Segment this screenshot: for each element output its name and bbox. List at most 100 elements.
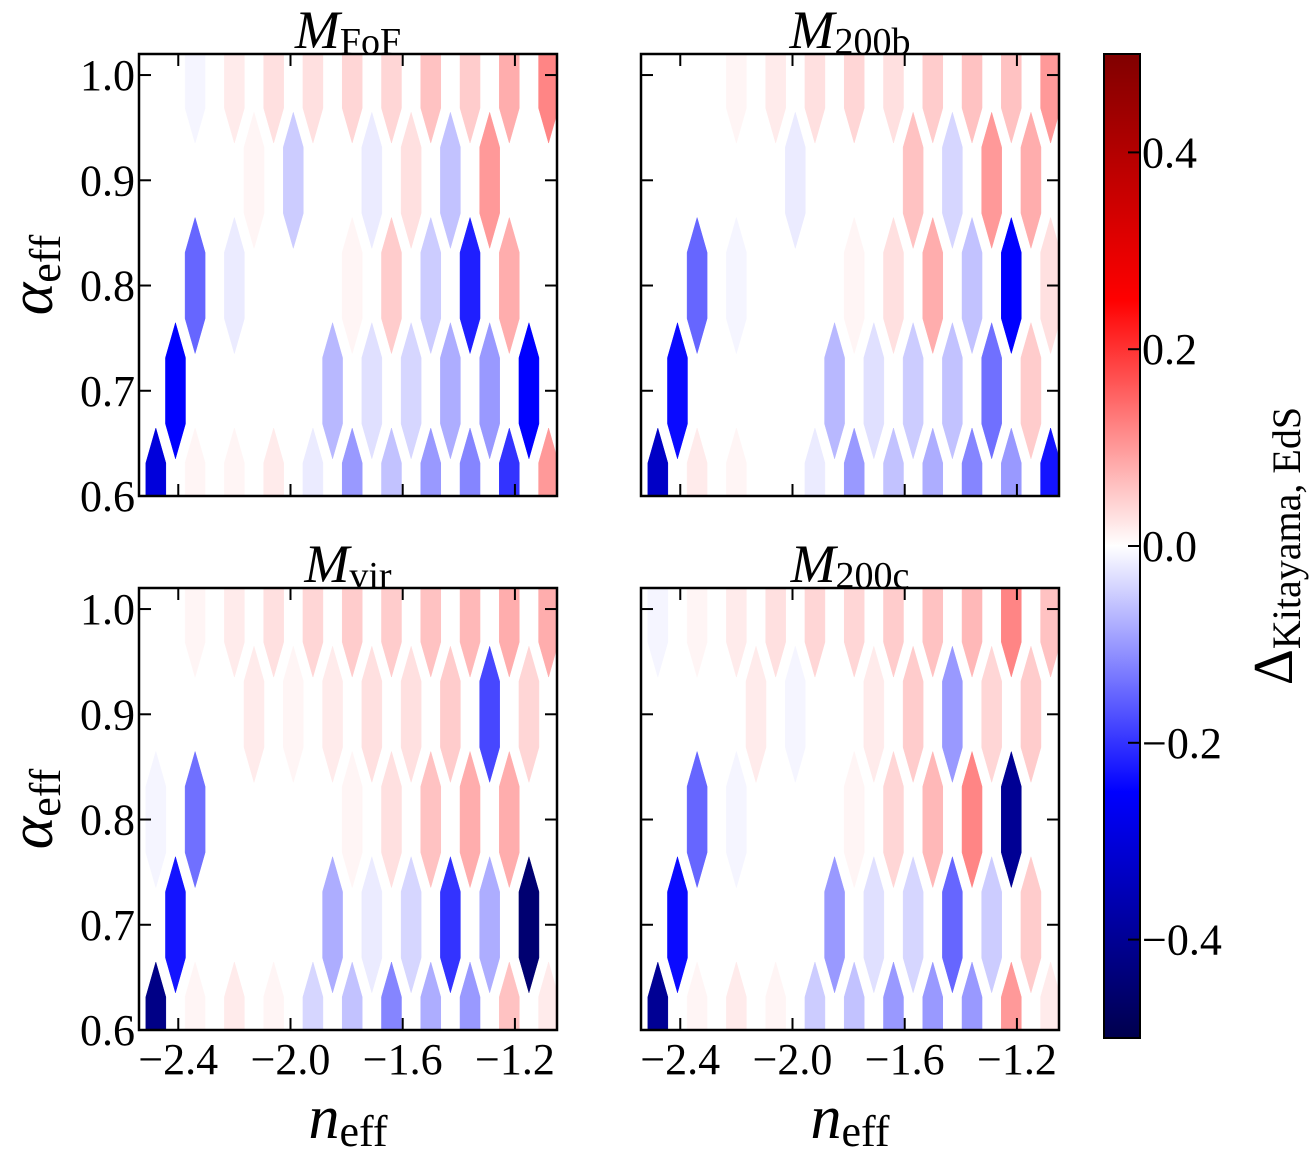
hex-cell xyxy=(420,427,442,496)
hex-cell xyxy=(981,321,1002,460)
plot-frame xyxy=(137,586,559,1032)
hex-cell xyxy=(1020,111,1042,250)
y-label-main: α xyxy=(0,815,66,849)
hex-cell xyxy=(145,216,167,355)
hex-cell xyxy=(459,961,481,1030)
plot-frame xyxy=(639,52,1061,498)
hex-cell xyxy=(765,427,786,496)
hex-cell xyxy=(785,111,806,250)
hex-cell xyxy=(420,54,442,144)
hex-cell xyxy=(942,855,963,994)
hex-cell xyxy=(647,216,669,355)
hex-cell xyxy=(440,111,461,250)
hex-cell xyxy=(726,427,747,496)
colorbar-label-sub: Kitayama, EdS xyxy=(1264,407,1309,649)
hex-cell xyxy=(961,961,983,1030)
y-tick-label: 1.0 xyxy=(80,585,135,634)
hex-cell xyxy=(518,111,540,250)
hex-cell xyxy=(961,588,983,678)
hex-cell xyxy=(686,216,708,355)
hex-cell xyxy=(1040,588,1059,678)
hex-cell xyxy=(824,111,845,250)
hex-cell xyxy=(804,216,826,355)
hex-cell xyxy=(745,855,767,994)
y-tick-label: 0.9 xyxy=(80,156,135,205)
hex-cell xyxy=(981,111,1002,250)
hex-cell xyxy=(184,54,206,144)
colorbar-tick-label: 0.0 xyxy=(1142,522,1197,571)
x-axis-label: neff xyxy=(308,1084,387,1154)
hex-cell xyxy=(1040,427,1059,496)
hex-cell xyxy=(686,54,708,144)
y-tick-label: 0.8 xyxy=(80,796,135,845)
hex-cell xyxy=(440,321,461,460)
hex-cell xyxy=(765,216,786,355)
x-label-main: n xyxy=(308,1084,339,1152)
hex-cell xyxy=(145,427,167,496)
hexbin xyxy=(647,588,1059,1030)
hex-cell xyxy=(302,427,324,496)
hex-cell xyxy=(843,216,865,355)
hex-cell xyxy=(1020,855,1042,994)
hex-cell xyxy=(184,216,206,355)
hex-cell xyxy=(843,54,865,144)
hex-cell xyxy=(499,427,520,496)
y-tick-label: 0.9 xyxy=(80,690,135,739)
hex-cell xyxy=(863,855,885,994)
hex-cell xyxy=(263,427,284,496)
hex-cell xyxy=(381,427,402,496)
title-sub: vir xyxy=(349,555,392,597)
hex-cell xyxy=(647,54,669,144)
hex-cell xyxy=(145,54,167,144)
title-sub: FoF xyxy=(340,21,401,63)
hex-cell xyxy=(804,588,826,678)
hex-cell xyxy=(518,645,540,784)
hex-cell xyxy=(785,645,806,784)
x-axis-label: neff xyxy=(810,1084,889,1154)
hex-cell xyxy=(341,961,363,1030)
hex-cell xyxy=(341,216,363,355)
colorbar-tick-label: 0.4 xyxy=(1142,128,1197,177)
hex-cell xyxy=(204,111,225,250)
hexbin xyxy=(647,54,1059,496)
hex-cell xyxy=(361,855,383,994)
hex-cell xyxy=(224,961,245,1030)
hex-cell xyxy=(302,961,324,1030)
hex-cell xyxy=(883,216,904,355)
y-tick-label: 0.6 xyxy=(80,1006,135,1055)
hex-cell xyxy=(459,427,481,496)
hex-cell xyxy=(184,750,206,889)
hex-cell xyxy=(283,321,304,460)
y-tick-label: 0.6 xyxy=(80,472,135,521)
hex-cell xyxy=(804,961,826,1030)
x-tick-label: −2.0 xyxy=(251,1035,331,1084)
hex-cell xyxy=(420,750,442,889)
hex-cell xyxy=(538,961,557,1030)
hex-cell xyxy=(224,750,245,889)
hex-cell xyxy=(499,216,520,355)
hex-cell xyxy=(479,645,500,784)
hex-cell xyxy=(902,321,924,460)
hex-cell xyxy=(863,111,885,250)
hex-cell xyxy=(302,54,324,144)
hex-cell xyxy=(341,427,363,496)
x-tick-label: −2.4 xyxy=(640,1035,720,1084)
hex-cell xyxy=(922,54,944,144)
hex-cell xyxy=(145,750,167,889)
title-sub: 200c xyxy=(836,555,910,597)
hex-cell xyxy=(499,54,520,144)
hex-cell xyxy=(224,427,245,496)
x-tick-label: −1.6 xyxy=(363,1035,443,1084)
hex-cell xyxy=(184,588,206,678)
hex-cell xyxy=(667,855,688,994)
hex-cell xyxy=(302,216,324,355)
hex-cell xyxy=(361,321,383,460)
hex-cell xyxy=(538,588,557,678)
hex-cell xyxy=(145,961,167,1030)
hex-cell xyxy=(1020,645,1042,784)
hex-cell xyxy=(184,427,206,496)
panel-title: MFoF xyxy=(294,0,401,63)
hex-cell xyxy=(243,111,265,250)
hex-cell xyxy=(726,54,747,144)
hex-cell xyxy=(863,321,885,460)
